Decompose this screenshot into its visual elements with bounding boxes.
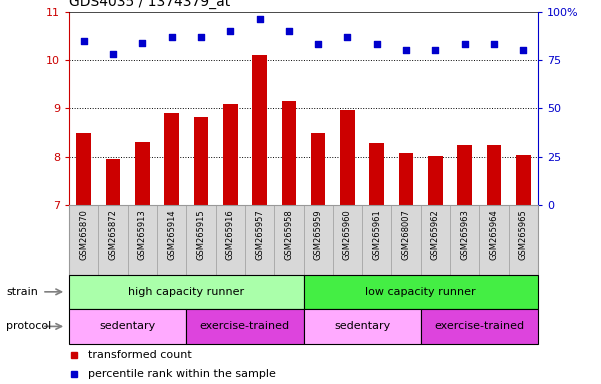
Point bbox=[138, 40, 147, 46]
Bar bbox=[340, 110, 355, 205]
Text: sedentary: sedentary bbox=[100, 321, 156, 331]
Point bbox=[225, 28, 235, 34]
Bar bbox=[487, 145, 501, 205]
Text: GSM265872: GSM265872 bbox=[109, 209, 118, 260]
Bar bbox=[252, 55, 267, 205]
Text: transformed count: transformed count bbox=[88, 350, 192, 360]
Point bbox=[460, 41, 469, 48]
Bar bbox=[516, 154, 531, 205]
Point bbox=[196, 34, 206, 40]
Point bbox=[489, 41, 499, 48]
Point bbox=[343, 34, 352, 40]
Text: exercise-trained: exercise-trained bbox=[435, 321, 524, 331]
Text: protocol: protocol bbox=[6, 321, 51, 331]
Text: GSM265959: GSM265959 bbox=[314, 209, 323, 260]
Text: sedentary: sedentary bbox=[334, 321, 390, 331]
Bar bbox=[398, 153, 413, 205]
Text: GSM265958: GSM265958 bbox=[284, 209, 293, 260]
Text: GSM265961: GSM265961 bbox=[372, 209, 381, 260]
Bar bbox=[223, 104, 237, 205]
Text: GSM265914: GSM265914 bbox=[167, 209, 176, 260]
Text: GSM265913: GSM265913 bbox=[138, 209, 147, 260]
Text: GSM265957: GSM265957 bbox=[255, 209, 264, 260]
Bar bbox=[428, 156, 443, 205]
Point bbox=[79, 38, 88, 44]
Text: GSM265870: GSM265870 bbox=[79, 209, 88, 260]
Text: GSM268007: GSM268007 bbox=[401, 209, 410, 260]
Bar bbox=[304, 275, 538, 309]
Bar bbox=[164, 113, 179, 205]
Point bbox=[519, 47, 528, 53]
Bar bbox=[76, 133, 91, 205]
Text: GSM265916: GSM265916 bbox=[226, 209, 235, 260]
Text: exercise-trained: exercise-trained bbox=[200, 321, 290, 331]
Bar bbox=[106, 159, 120, 205]
Point bbox=[372, 41, 382, 48]
Bar bbox=[186, 309, 304, 344]
Bar bbox=[304, 309, 421, 344]
Point bbox=[167, 34, 177, 40]
Text: percentile rank within the sample: percentile rank within the sample bbox=[88, 369, 276, 379]
Bar bbox=[69, 275, 304, 309]
Point bbox=[108, 51, 118, 57]
Text: GSM265962: GSM265962 bbox=[431, 209, 440, 260]
Bar bbox=[135, 142, 150, 205]
Bar bbox=[457, 145, 472, 205]
Bar bbox=[421, 309, 538, 344]
Bar bbox=[69, 309, 186, 344]
Point bbox=[313, 41, 323, 48]
Point bbox=[430, 47, 440, 53]
Text: strain: strain bbox=[6, 287, 38, 297]
Text: GSM265965: GSM265965 bbox=[519, 209, 528, 260]
Bar bbox=[194, 117, 209, 205]
Text: GSM265915: GSM265915 bbox=[197, 209, 206, 260]
Text: GSM265964: GSM265964 bbox=[489, 209, 498, 260]
Bar bbox=[281, 101, 296, 205]
Bar bbox=[311, 133, 326, 205]
Text: GSM265963: GSM265963 bbox=[460, 209, 469, 260]
Bar bbox=[370, 143, 384, 205]
Text: low capacity runner: low capacity runner bbox=[365, 287, 476, 297]
Text: GDS4035 / 1374379_at: GDS4035 / 1374379_at bbox=[69, 0, 230, 9]
Point bbox=[284, 28, 294, 34]
Text: GSM265960: GSM265960 bbox=[343, 209, 352, 260]
Text: high capacity runner: high capacity runner bbox=[128, 287, 245, 297]
Point bbox=[255, 16, 264, 22]
Point bbox=[401, 47, 411, 53]
